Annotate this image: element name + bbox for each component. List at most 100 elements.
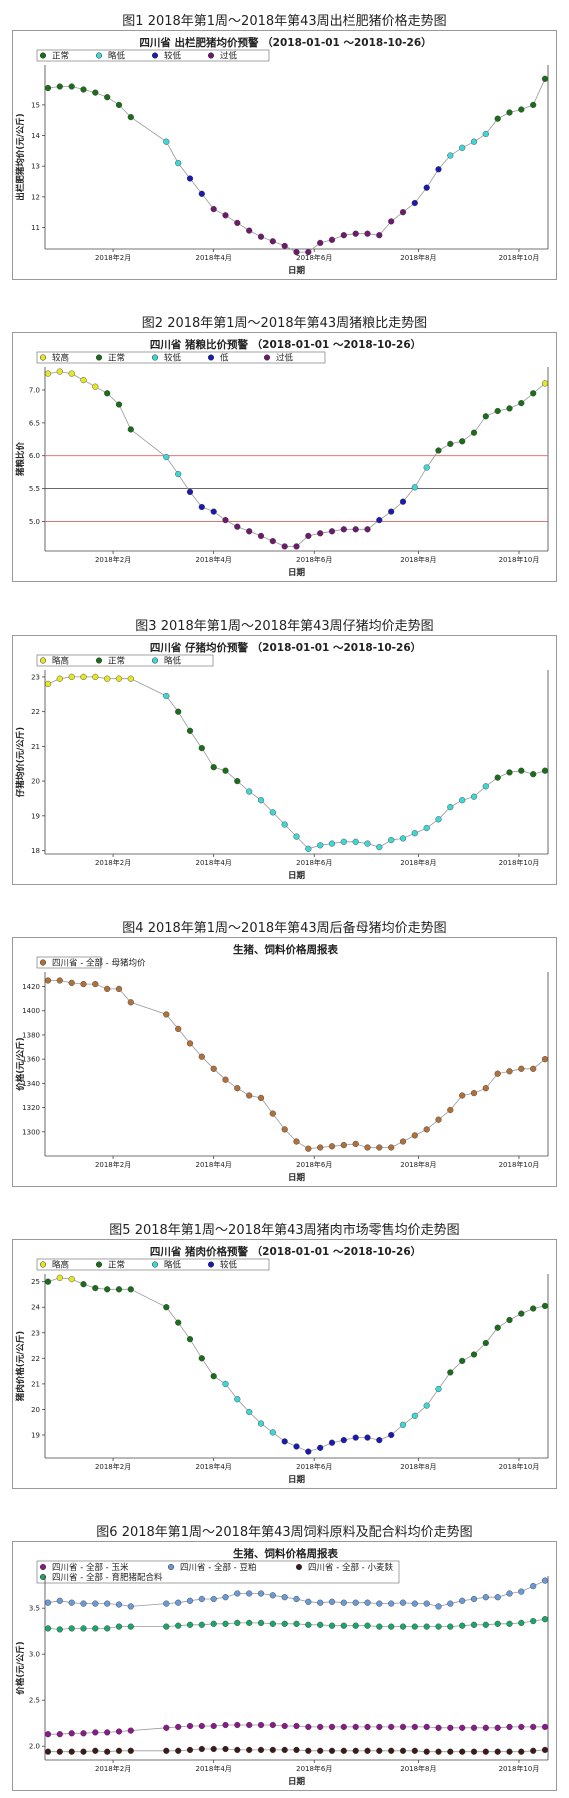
legend-marker: [39, 354, 47, 361]
x-axis-label: 日期: [288, 1474, 306, 1485]
data-point: [435, 1385, 442, 1393]
data-point: [44, 1748, 52, 1755]
data-point: [127, 675, 134, 682]
data-point: [518, 399, 525, 407]
data-point: [210, 206, 217, 213]
data-point: [115, 985, 123, 993]
data-point: [198, 1621, 205, 1628]
x-tick-label: 2018年2月: [95, 858, 131, 867]
data-point: [56, 1748, 63, 1755]
data-point: [175, 160, 182, 167]
data-point: [530, 1747, 537, 1754]
data-point: [175, 1622, 182, 1629]
data-point: [104, 1729, 111, 1736]
data-point: [246, 1408, 253, 1416]
y-tick-label: 19: [31, 1432, 40, 1440]
data-point: [246, 788, 253, 795]
data-point: [222, 517, 229, 524]
data-point: [56, 83, 63, 90]
data-point: [104, 985, 111, 993]
data-point: [399, 1723, 407, 1731]
figure-caption-6: 图6 2018年第1周～2018年第43周饲料原料及配合料均价走势图: [96, 1525, 473, 1540]
data-point: [435, 1748, 442, 1755]
data-point: [68, 83, 75, 90]
data-point: [115, 1623, 123, 1630]
data-point: [364, 1434, 371, 1441]
data-point: [506, 1748, 513, 1755]
data-point: [257, 1721, 265, 1729]
chart-panel-2: 四川省 猪粮比价预警 （2018-01-01 ～2018-10-26） 较高 正常较…: [12, 332, 557, 582]
legend: 略高 正常 略低 较低: [36, 1258, 270, 1271]
data-point: [388, 1747, 395, 1754]
figure-caption-1: 图1 2018年第1周～2018年第43周出栏肥猪价格走势图: [122, 14, 447, 29]
data-point: [269, 809, 276, 816]
data-point: [222, 1076, 229, 1083]
data-point: [210, 508, 217, 515]
data-point: [423, 1600, 430, 1607]
data-point: [80, 1625, 87, 1632]
x-tick-label: 2018年8月: [400, 1462, 436, 1471]
legend-label: 四川省 - 全部 - 母猪均价: [52, 958, 146, 969]
data-point: [186, 727, 194, 734]
x-axis-label: 日期: [288, 567, 306, 578]
legend-label: 较低: [220, 1260, 238, 1271]
data-point: [317, 1444, 324, 1451]
figure-caption-4: 图4 2018年第1周～2018年第43周后备母猪均价走势图: [122, 921, 447, 936]
data-point: [447, 1623, 454, 1630]
data-point: [541, 767, 549, 774]
y-tick-label: 20: [31, 778, 40, 786]
y-tick-label: 3.0: [29, 1651, 40, 1659]
data-point: [293, 1138, 300, 1145]
data-point: [44, 1731, 52, 1738]
data-point: [411, 1132, 418, 1139]
data-point: [175, 1319, 182, 1326]
data-point: [506, 1620, 513, 1627]
data-point: [186, 1336, 194, 1343]
data-point: [352, 1723, 359, 1731]
data-point: [186, 1621, 194, 1628]
legend-label: 正常: [108, 1260, 125, 1271]
data-point: [447, 1724, 454, 1731]
data-point: [376, 232, 383, 239]
data-point: [222, 1620, 229, 1627]
data-point: [317, 1621, 324, 1628]
data-point: [328, 1747, 336, 1754]
figure-caption-5: 图5 2018年第1周～2018年第43周猪肉市场零售均价走势图: [109, 1223, 460, 1238]
legend: 较高 正常 较低 低 过低: [36, 351, 326, 364]
legend-marker: [39, 657, 47, 664]
legend-box: [36, 654, 214, 667]
x-tick-label: 2018年2月: [95, 1462, 131, 1471]
y-tick-label: 15: [31, 101, 40, 109]
data-point: [364, 1622, 371, 1629]
chart-title: 生猪、饲料价格周报表: [233, 943, 338, 956]
x-tick-label: 2018年10月: [499, 858, 540, 867]
data-point: [530, 1723, 537, 1731]
fattening-pig-price-chart: 四川省 出栏肥猪均价预警 （2018-01-01 ～2018-10-26） 正常 略…: [15, 36, 549, 276]
data-point: [388, 218, 395, 225]
data-point: [494, 407, 501, 415]
piglet-price-chart: 四川省 仔猪均价预警 （2018-01-01 ～2018-10-26）略高 正常略…: [15, 641, 549, 881]
data-point: [80, 980, 87, 988]
data-point: [293, 543, 300, 550]
legend-box: [36, 956, 102, 969]
chart-title: 生猪、饲料价格周报表: [233, 1547, 338, 1560]
y-tick-label: 5.0: [29, 518, 40, 526]
legend-marker: [207, 52, 215, 59]
data-point: [80, 673, 87, 681]
legend: 四川省 - 全部 - 母猪均价: [36, 956, 146, 969]
data-point: [411, 199, 418, 207]
data-point: [423, 1126, 430, 1133]
data-point: [104, 675, 111, 682]
legend-marker: [39, 1573, 47, 1581]
data-point: [115, 675, 123, 682]
x-tick-label: 2018年2月: [95, 1160, 131, 1169]
data-point: [518, 1619, 525, 1627]
data-point: [470, 1595, 478, 1603]
data-point: [80, 376, 87, 384]
data-point: [423, 184, 430, 191]
data-point: [198, 503, 205, 511]
data-point: [541, 1723, 549, 1731]
data-point: [222, 767, 229, 774]
data-point: [459, 1357, 466, 1365]
